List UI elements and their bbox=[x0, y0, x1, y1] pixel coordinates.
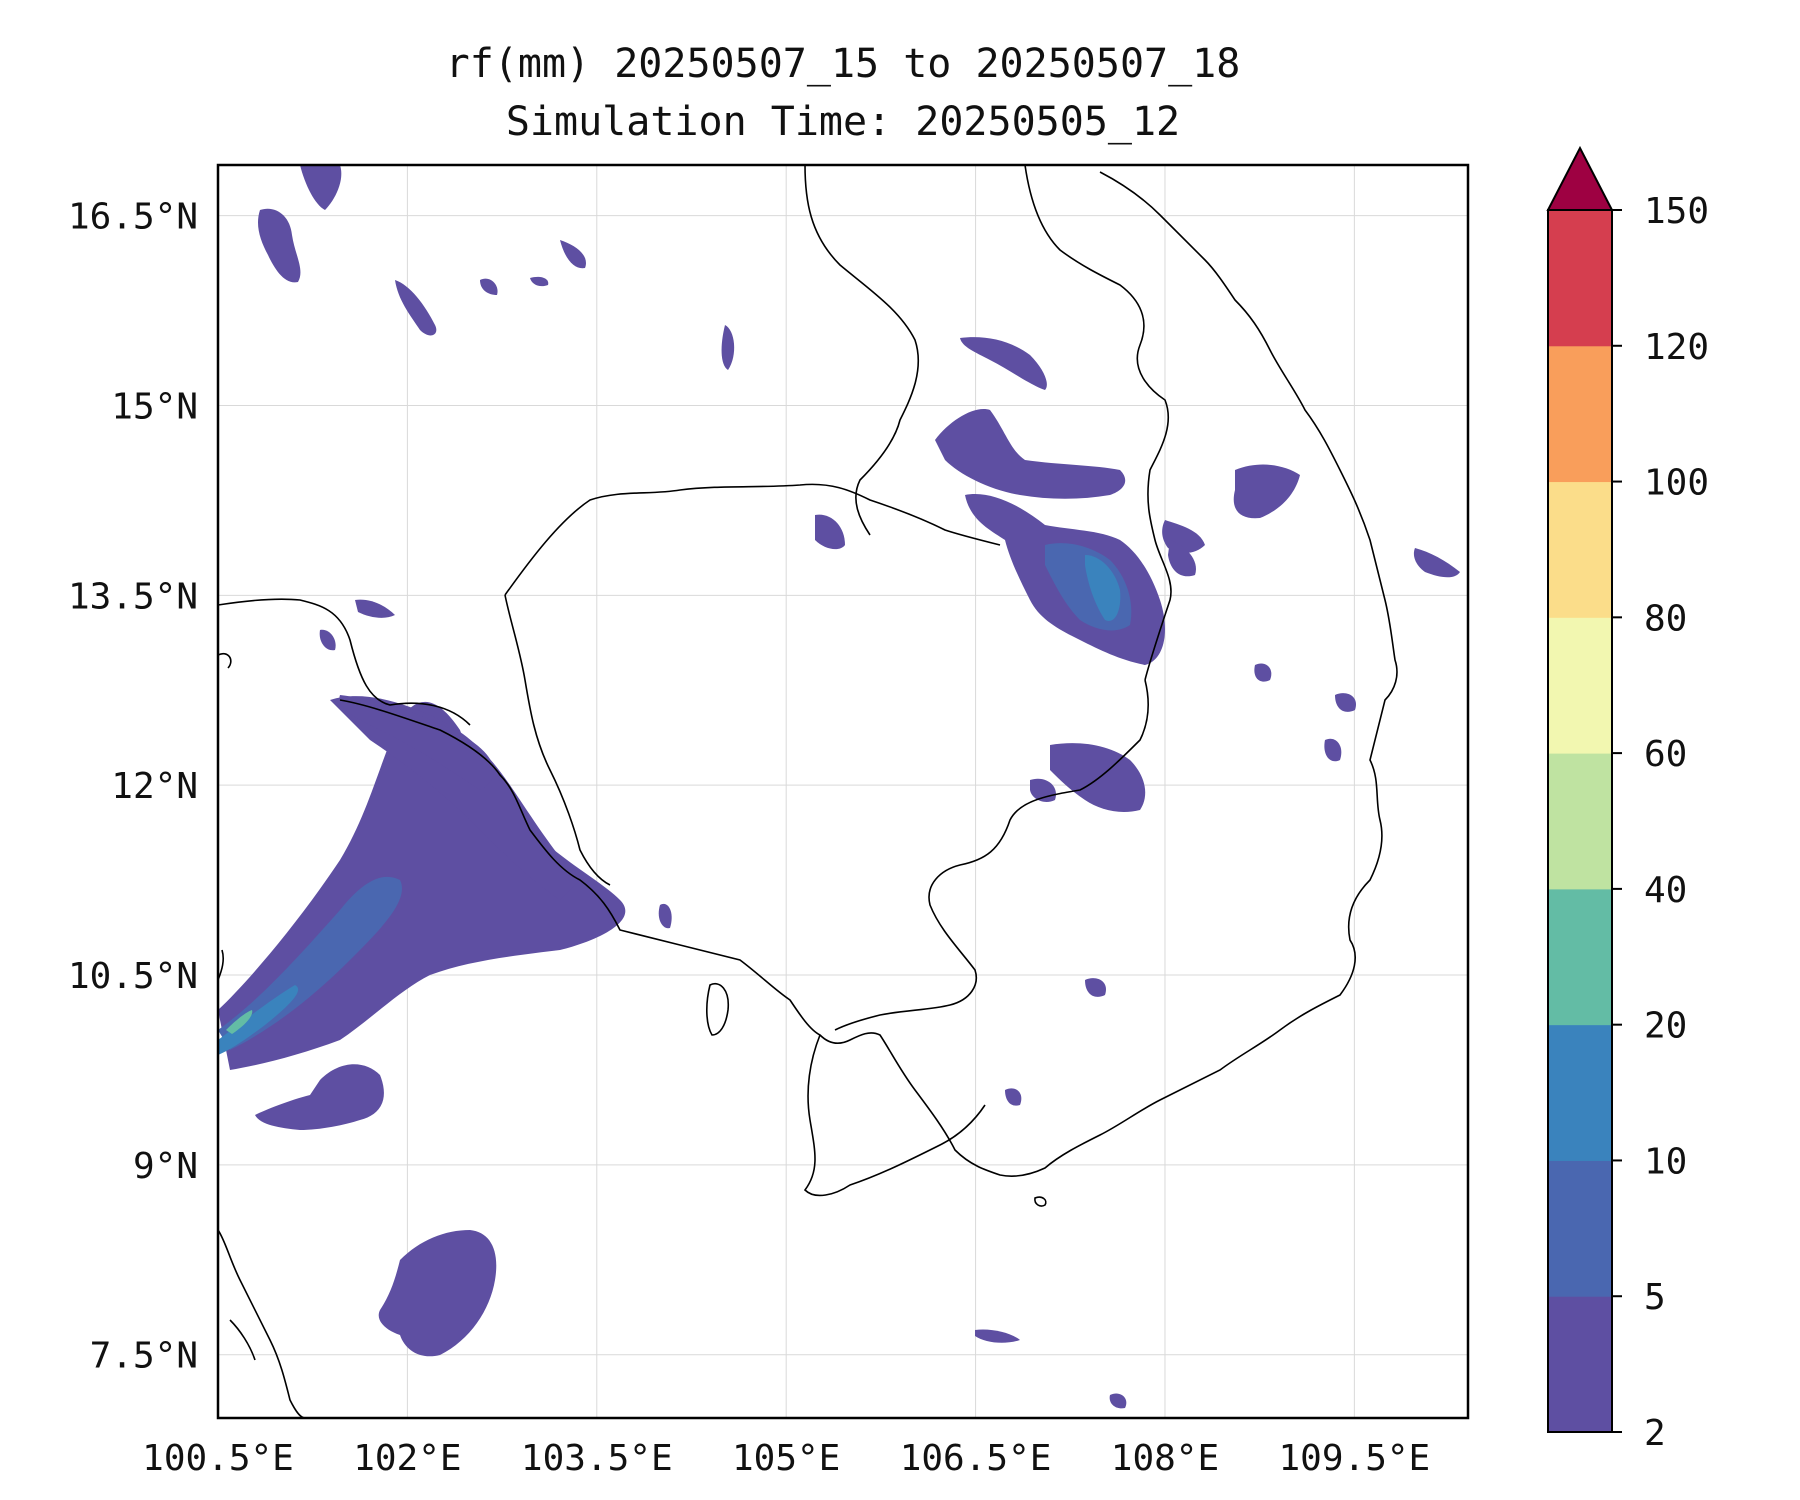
rain-region-northwest-2 bbox=[300, 165, 342, 210]
colorbar-tick-label: 2 bbox=[1644, 1413, 1666, 1454]
y-tick-label: 16.5°N bbox=[68, 197, 198, 238]
rain-region-east-cell-4 bbox=[1168, 540, 1196, 577]
y-tick-label: 13.5°N bbox=[68, 576, 198, 617]
cambodia-thailand-north bbox=[504, 594, 611, 886]
y-axis-ticks: 16.5°N 15°N 13.5°N 12°N 10.5°N 9°N 7.5°N bbox=[68, 197, 198, 1377]
x-tick-label: 100.5°E bbox=[142, 1438, 294, 1479]
colorbar-segment bbox=[1548, 617, 1612, 754]
rain-region-northwest-west bbox=[480, 278, 498, 295]
y-tick-label: 12°N bbox=[111, 766, 198, 807]
rain-region-southwest-core2 bbox=[218, 985, 299, 1055]
laos-vietnam-border bbox=[1024, 165, 1172, 681]
x-tick-label: 102°E bbox=[353, 1438, 461, 1479]
rain-region-central-highlands-peak bbox=[1085, 555, 1121, 621]
colorbar-tick-label: 120 bbox=[1644, 327, 1709, 368]
colorbar-tick-label: 10 bbox=[1644, 1141, 1687, 1182]
x-tick-label: 105°E bbox=[732, 1438, 840, 1479]
rain-region-central-highlands-cap bbox=[960, 337, 1047, 390]
gridlines bbox=[217, 165, 1468, 1418]
rain-region-south-sea-1 bbox=[1254, 663, 1272, 682]
thailand-cambodia-border bbox=[218, 598, 471, 726]
colorbar-segment bbox=[1548, 1160, 1612, 1297]
cambodia-laos-border bbox=[504, 483, 1001, 596]
rain-region-southwest-peak bbox=[226, 1010, 253, 1034]
rain-region-gulf-coast bbox=[658, 903, 672, 929]
map-plot-area bbox=[216, 163, 1470, 1420]
colorbar-segment bbox=[1548, 481, 1612, 618]
rain-region-north-3 bbox=[721, 325, 735, 370]
rain-region-north-2 bbox=[560, 240, 586, 269]
y-tick-label: 10.5°N bbox=[68, 956, 198, 997]
rain-region-gulf-band bbox=[330, 696, 580, 900]
y-tick-label: 9°N bbox=[133, 1146, 198, 1187]
rain-region-coast-cambodia-2 bbox=[319, 629, 336, 651]
malay-peninsula bbox=[218, 1229, 306, 1418]
colorbar-tick-label: 40 bbox=[1644, 870, 1687, 911]
y-tick-label: 7.5°N bbox=[90, 1336, 198, 1377]
rain-region-coast-cambodia bbox=[355, 599, 395, 618]
colorbar: 2 5 10 20 40 60 80 100 120 150 bbox=[1546, 145, 1709, 1454]
rain-region-coastal-vn bbox=[1085, 978, 1106, 997]
rain-region-south-sea-3 bbox=[975, 1329, 1020, 1343]
rain-region-north-gulf bbox=[339, 695, 494, 790]
phu-quoc bbox=[706, 983, 730, 1036]
rain-region-north-1 bbox=[395, 280, 437, 336]
rain-region-south-sea-4 bbox=[1109, 1393, 1127, 1409]
rain-region-south-cell bbox=[255, 1064, 384, 1130]
chart-subtitle: Simulation Time: 20250505_12 bbox=[505, 99, 1181, 145]
colorbar-frame bbox=[1547, 209, 1613, 1433]
con-dao bbox=[1034, 1196, 1047, 1207]
colorbar-tick-label: 20 bbox=[1644, 1006, 1687, 1047]
colorbar-extend-arrow bbox=[1546, 145, 1614, 211]
laos-border-north bbox=[804, 165, 920, 536]
colorbar-tick-label: 150 bbox=[1644, 191, 1709, 232]
colorbar-tick-label: 100 bbox=[1644, 463, 1709, 504]
rain-region-mekong bbox=[1005, 1088, 1022, 1106]
rain-region-gulf-of-thailand-cell bbox=[378, 1230, 497, 1357]
rain-region-west-cell bbox=[815, 514, 845, 550]
y-tick-label: 15°N bbox=[111, 386, 198, 427]
rain-region-east-cell-1 bbox=[1233, 464, 1300, 519]
x-tick-label: 106.5°E bbox=[900, 1438, 1052, 1479]
colorbar-segment bbox=[1548, 345, 1612, 483]
colorbar-segment bbox=[1548, 888, 1612, 1026]
rain-region-east-cell-5 bbox=[1335, 693, 1356, 712]
x-tick-label: 103.5°E bbox=[521, 1438, 673, 1479]
x-tick-label: 109.5°E bbox=[1279, 1438, 1431, 1479]
colorbar-tick-label: 5 bbox=[1644, 1277, 1666, 1318]
rain-region-south-highlands bbox=[1050, 743, 1146, 812]
rain-region-south-sea-2 bbox=[1324, 738, 1342, 762]
colorbar-segment bbox=[1548, 753, 1612, 890]
chart-title: rf(mm) 20250507_15 to 20250507_18 bbox=[445, 41, 1241, 87]
colorbar-tick-label: 60 bbox=[1644, 734, 1687, 775]
rain-region-east-cell-2 bbox=[1413, 548, 1460, 578]
cambodia-vietnam-border bbox=[834, 679, 1150, 1031]
map-frame bbox=[216, 163, 1470, 1420]
rain-region-central-highlands-north bbox=[935, 409, 1126, 499]
rain-region-north-4 bbox=[530, 276, 549, 287]
mekong-delta bbox=[803, 1034, 986, 1197]
colorbar-segment bbox=[1548, 1296, 1612, 1433]
x-axis-ticks: 100.5°E 102°E 103.5°E 105°E 106.5°E 108°E 109.… bbox=[142, 1438, 1430, 1479]
rain-region-northwest-1 bbox=[257, 208, 301, 283]
rainfall-contours bbox=[218, 165, 1460, 1418]
colorbar-segment bbox=[1548, 1024, 1612, 1161]
x-tick-label: 108°E bbox=[1111, 1438, 1219, 1479]
colorbar-tick-label: 80 bbox=[1644, 598, 1687, 639]
colorbar-segment bbox=[1548, 210, 1612, 347]
